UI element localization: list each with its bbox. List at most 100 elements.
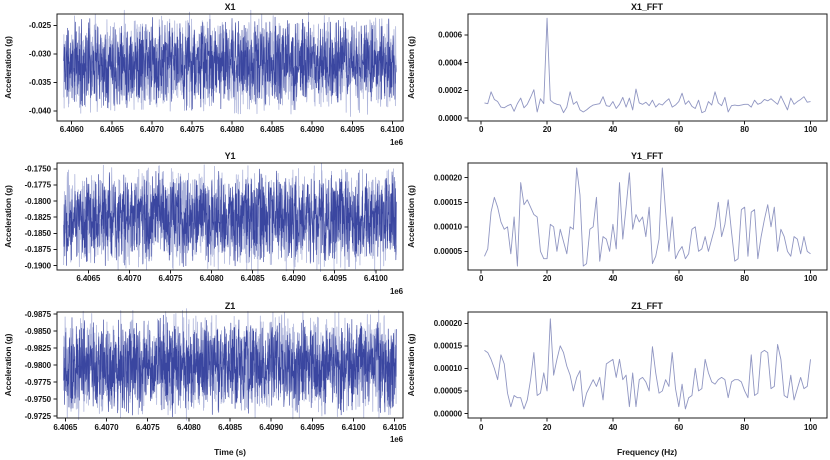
x-tick-label: 60	[674, 274, 683, 283]
plot-title-z1: Z1	[225, 301, 235, 311]
fft-spectrum-line	[484, 167, 811, 267]
y-axis-label: Acceleration (g)	[406, 333, 416, 396]
fft-spectrum-line	[484, 318, 811, 410]
plot-title-y1: Y1	[225, 151, 236, 161]
y-axis-label: Acceleration (g)	[406, 185, 416, 248]
plot-area-x1-fft: 0 20 40 60 80 100 0.0000 0.0002 0.0004 0.0006	[438, 13, 828, 134]
plot-border	[56, 311, 404, 419]
y-tick-label: 0.00000	[434, 409, 463, 418]
x-tick-label: 0	[479, 125, 484, 134]
plot-title-y1-fft: Y1_FFT	[631, 151, 664, 161]
y-tick-label: -0.1775	[25, 181, 52, 190]
y-tick-label: 0.00015	[434, 198, 463, 207]
y-tick-label: -0.9875	[25, 310, 52, 319]
x-tick-label: 6.4095	[323, 274, 348, 283]
x-tick-label: 0	[479, 423, 484, 432]
y-tick-label: -0.9825	[25, 344, 52, 353]
x-tick-label: 6.4100	[342, 423, 367, 432]
y-tick-label: -0.1750	[25, 165, 52, 174]
x-tick-label: 20	[543, 274, 552, 283]
x-tick-label: 60	[674, 125, 683, 134]
fft-spectrum-line	[484, 17, 811, 114]
subplot-z1: Z1 Acceleration (g) Time (s) 6.4065 6.407…	[0, 300, 406, 460]
x-tick-label: 6.4075	[136, 423, 161, 432]
y-tick-label: -0.9800	[25, 361, 52, 370]
y-tick-label: 0.0000	[438, 114, 463, 123]
plot-border	[467, 311, 828, 419]
x-tick-label: 6.4065	[76, 274, 101, 283]
y-tick-label: -0.025	[29, 21, 52, 30]
subplot-y1: Y1 Acceleration (g) 6.4065 6.4070 6.4075 6.…	[0, 150, 406, 300]
y-axis-label: Acceleration (g)	[3, 333, 13, 396]
x-tick-label: 6.4090	[282, 274, 307, 283]
x-tick-label: 6.4060	[60, 125, 85, 134]
y-axis-label: Acceleration (g)	[3, 36, 13, 99]
y-tick-label: 0.00020	[434, 174, 463, 183]
y-tick-label: -0.030	[29, 50, 52, 59]
x-tick-label: 6.4105	[383, 423, 406, 432]
x-tick-label: 6.4100	[380, 125, 405, 134]
y-tick-label: 0.00005	[434, 247, 463, 256]
x-tick-label: 40	[609, 423, 618, 432]
x-axis-offset-label: 1e6	[390, 435, 404, 444]
y-axis-label: Acceleration (g)	[406, 36, 416, 99]
plot-area-z1: 6.4065 6.4070 6.4075 6.4080 6.4085 6.4090 6.40…	[25, 308, 406, 444]
plot-title-x1: X1	[225, 2, 236, 12]
x-tick-label: 6.4075	[180, 125, 205, 134]
y-tick-label: -0.1900	[25, 261, 52, 270]
x-tick-label: 6.4100	[364, 274, 389, 283]
x-axis-label-time: Time (s)	[214, 447, 246, 457]
plot-area-y1-fft: 0 20 40 60 80 100 0.00005 0.00010 0.00015 0.00020	[434, 162, 828, 283]
y-tick-label: -0.9775	[25, 378, 52, 387]
plot-border	[56, 13, 404, 122]
subplot-y1-fft: Y1_FFT Acceleration (g) 0 20 40 60 80 100 0.00…	[406, 150, 830, 300]
x-tick-label: 6.4085	[241, 274, 266, 283]
y-tick-label: 0.00010	[434, 364, 463, 373]
y-tick-label: -0.1800	[25, 197, 52, 206]
x-tick-label: 6.4095	[340, 125, 365, 134]
time-series-line	[63, 16, 397, 111]
subplot-x1-fft: X1_FFT Acceleration (g) 0 20 40 60 80 100 0.00…	[406, 0, 830, 150]
y-axis-label: Acceleration (g)	[3, 185, 13, 248]
x-tick-label: 80	[740, 274, 749, 283]
y-tick-label: -0.040	[29, 107, 52, 116]
x-tick-label: 6.4080	[220, 125, 245, 134]
y-tick-label: 0.00010	[434, 223, 463, 232]
plot-title-x1-fft: X1_FFT	[631, 2, 664, 12]
y-tick-label: -0.1825	[25, 213, 52, 222]
time-series-line	[63, 168, 397, 268]
y-tick-label: 0.0002	[438, 86, 463, 95]
y-tick-label: -0.1850	[25, 229, 52, 238]
x-tick-label: 6.4085	[218, 423, 243, 432]
x-tick-label: 0	[479, 274, 484, 283]
plot-border	[467, 13, 828, 122]
x-tick-label: 20	[543, 423, 552, 432]
x-tick-label: 100	[804, 125, 818, 134]
x-tick-label: 80	[740, 125, 749, 134]
y-tick-label: 0.0006	[438, 31, 463, 40]
y-tick-label: 0.00015	[434, 342, 463, 351]
subplot-z1-fft: Z1_FFT Acceleration (g) Frequency (Hz) 0…	[406, 300, 830, 460]
x-tick-label: 6.4075	[159, 274, 184, 283]
y-tick-label: -0.1875	[25, 245, 52, 254]
x-tick-label: 40	[609, 125, 618, 134]
plot-title-z1-fft: Z1_FFT	[631, 301, 663, 311]
y-tick-label: 0.00005	[434, 387, 463, 396]
x-tick-label: 80	[740, 423, 749, 432]
y-tick-label: -0.9750	[25, 395, 52, 404]
x-tick-label: 6.4090	[300, 125, 325, 134]
subplot-x1: X1 Acceleration (g) 6.4060 6.4065 6.4070 6.…	[0, 0, 406, 150]
x-tick-label: 40	[609, 274, 618, 283]
x-tick-label: 6.4080	[177, 423, 202, 432]
y-tick-label: 0.00020	[434, 319, 463, 328]
x-tick-label: 60	[674, 423, 683, 432]
plot-area-z1-fft: 0 20 40 60 80 100 0.00000 0.00005 0.00010 0.00015…	[434, 311, 828, 432]
x-tick-label: 20	[543, 125, 552, 134]
x-tick-label: 6.4080	[200, 274, 225, 283]
x-tick-label: 6.4070	[140, 125, 165, 134]
plot-area-x1: 6.4060 6.4065 6.4070 6.4075 6.4080 6.4085 6.40…	[29, 9, 405, 147]
y-tick-label: 0.0004	[438, 58, 463, 67]
x-tick-label: 6.4065	[100, 125, 125, 134]
x-tick-label: 100	[804, 274, 818, 283]
y-tick-label: -0.9850	[25, 327, 52, 336]
